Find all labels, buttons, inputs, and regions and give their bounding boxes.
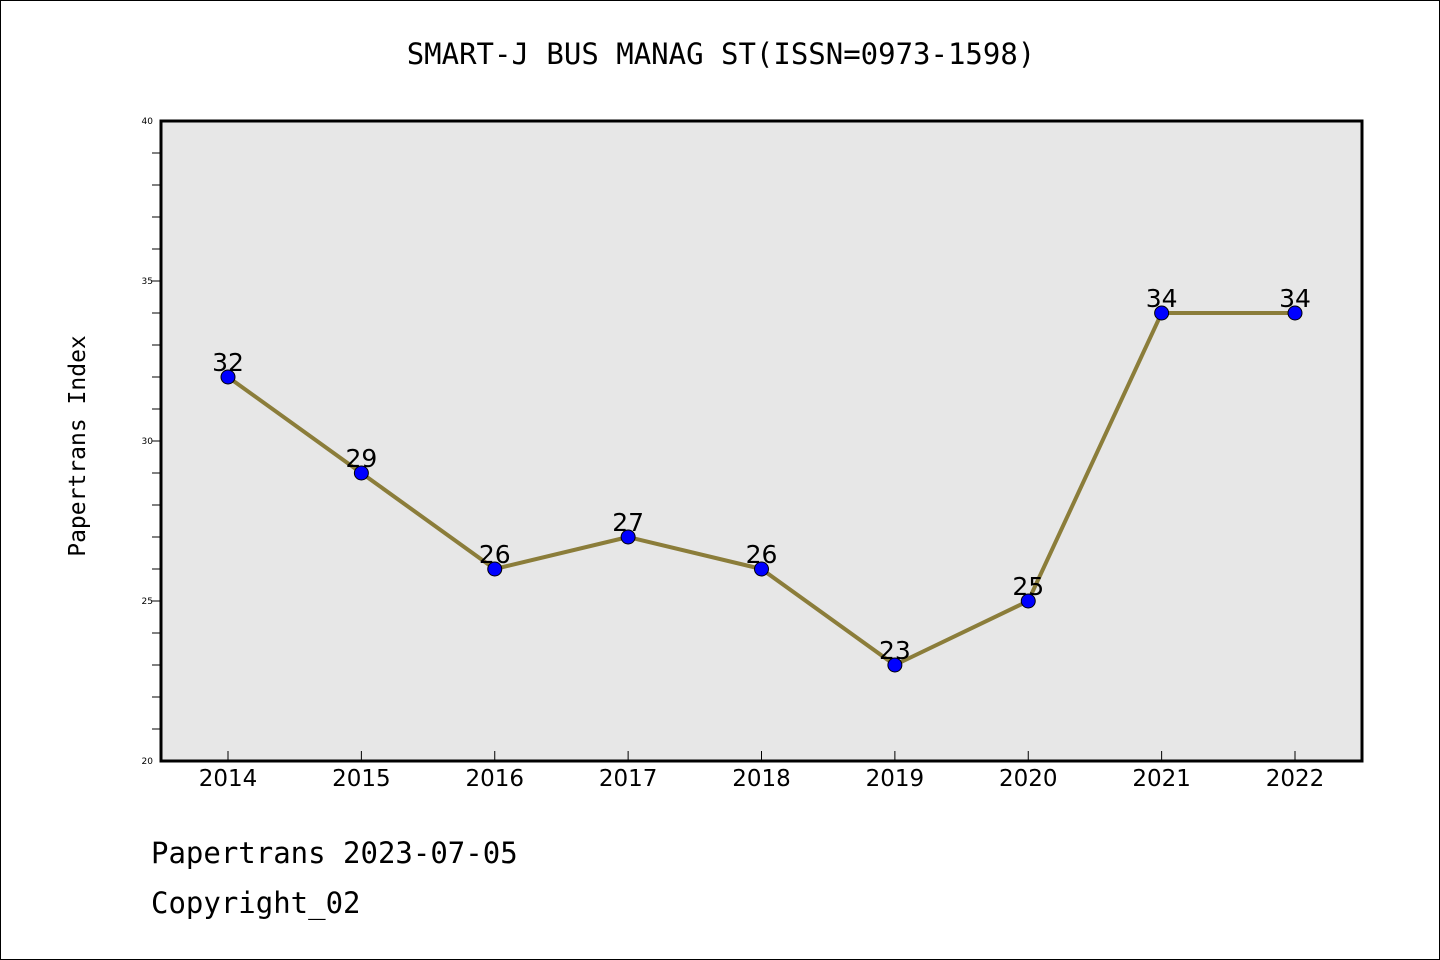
- data-point: [754, 561, 769, 577]
- y-tick-label: 30: [142, 437, 154, 447]
- plot-frame: [159, 119, 1364, 763]
- x-tick-label: 2018: [732, 766, 791, 792]
- x-tick-label: 2014: [199, 766, 258, 792]
- y-tick-label: 35: [142, 277, 153, 287]
- x-tick-label: 2016: [465, 766, 524, 792]
- x-tick-label: 2017: [599, 766, 658, 792]
- data-label: 29: [345, 444, 377, 473]
- data-label: 23: [879, 636, 911, 665]
- x-tick-label: 2019: [866, 766, 925, 792]
- data-label: 26: [746, 540, 778, 569]
- data-label-layer: 32 29 26 27 26 23 25 34 34: [212, 284, 1311, 665]
- footer-date: Papertrans 2023-07-05: [151, 836, 518, 870]
- y-axis: 20 25 30 35 40: [142, 117, 161, 767]
- y-tick-label: 20: [142, 757, 154, 767]
- y-tick-label: 40: [142, 117, 154, 127]
- data-label: 27: [612, 508, 644, 537]
- footer-copyright: Copyright_02: [151, 886, 361, 920]
- data-point: [220, 369, 236, 385]
- data-point: [487, 561, 503, 577]
- data-label: 25: [1012, 572, 1044, 601]
- data-point: [887, 657, 903, 673]
- data-label: 26: [479, 540, 511, 569]
- data-label: 34: [1279, 284, 1311, 313]
- data-point: [620, 529, 636, 545]
- data-point: [1287, 305, 1303, 321]
- data-label: 32: [212, 348, 244, 377]
- x-tick-label: 2020: [999, 766, 1058, 792]
- x-tick-label: 2015: [332, 766, 391, 792]
- data-label: 34: [1146, 284, 1178, 313]
- data-point: [353, 465, 369, 481]
- x-tick-label: 2021: [1132, 766, 1191, 792]
- x-axis: 2014 2015 2016 2017 2018 2019 2020 2021 2022: [199, 751, 1325, 792]
- x-tick-label: 2022: [1266, 766, 1325, 792]
- y-tick-label: 25: [142, 597, 153, 607]
- marker-layer: [220, 305, 1303, 673]
- chart-title: SMART-J BUS MANAG ST(ISSN=0973-1598): [406, 37, 1036, 71]
- data-point: [1020, 593, 1036, 609]
- data-point: [1154, 305, 1170, 321]
- plot-area: [161, 121, 1362, 761]
